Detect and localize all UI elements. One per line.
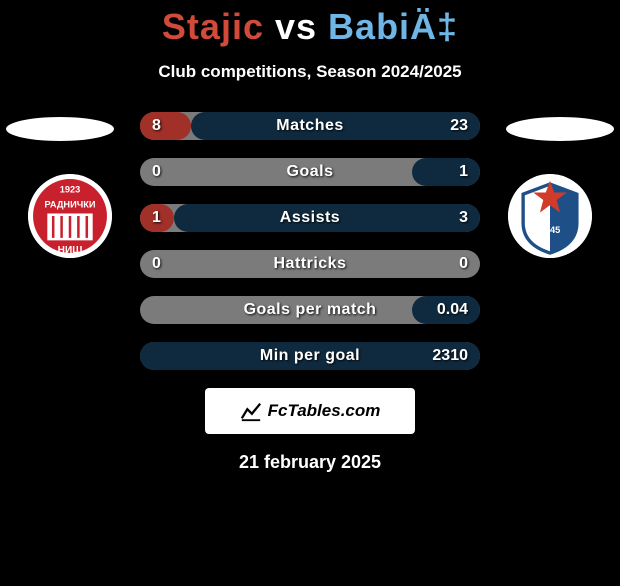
stat-value-right: 1 xyxy=(459,163,468,181)
stat-value-left: 0 xyxy=(152,255,161,273)
stat-bar-fill-right xyxy=(412,158,480,186)
comparison-area: 1923 РАДНИЧКИ НИШ 1945 8 Matches 23 0 Goals 1… xyxy=(0,112,620,370)
title-left: Stajic xyxy=(162,6,264,47)
attribution-badge: FcTables.com xyxy=(205,388,415,434)
club-badge-left-icon: 1923 РАДНИЧКИ НИШ xyxy=(28,174,112,258)
stat-bar-fill-left xyxy=(140,112,191,140)
stat-label: Goals per match xyxy=(244,301,377,319)
stat-row: 8 Matches 23 xyxy=(140,112,480,140)
stat-label: Hattricks xyxy=(274,255,347,273)
stat-label: Min per goal xyxy=(260,347,360,365)
stat-label: Matches xyxy=(276,117,344,135)
stat-value-right: 0 xyxy=(459,255,468,273)
player-ellipse-left xyxy=(6,117,114,141)
club-badge-right-icon: 1945 xyxy=(508,174,592,258)
stat-row: 1 Assists 3 xyxy=(140,204,480,232)
stat-row: Min per goal 2310 xyxy=(140,342,480,370)
club-badge-right: 1945 xyxy=(508,174,592,258)
svg-text:РАДНИЧКИ: РАДНИЧКИ xyxy=(44,200,95,210)
stat-bars: 8 Matches 23 0 Goals 1 1 Assists 3 0 Hattricks 0 Goa… xyxy=(140,112,480,370)
stat-value-left: 0 xyxy=(152,163,161,181)
stat-value-left: 8 xyxy=(152,117,161,135)
stat-value-right: 23 xyxy=(450,117,468,135)
stat-label: Goals xyxy=(287,163,334,181)
title-right: BabiÄ‡ xyxy=(328,6,458,47)
attribution-text: FcTables.com xyxy=(268,401,381,421)
stat-row: 0 Hattricks 0 xyxy=(140,250,480,278)
stat-label: Assists xyxy=(280,209,340,227)
title-vs: vs xyxy=(275,6,317,47)
stat-value-right: 3 xyxy=(459,209,468,227)
svg-text:1945: 1945 xyxy=(540,225,561,235)
stat-value-right: 2310 xyxy=(432,347,468,365)
svg-text:1923: 1923 xyxy=(60,184,81,194)
chart-icon xyxy=(240,400,262,422)
stat-value-right: 0.04 xyxy=(437,301,468,319)
stat-row: Goals per match 0.04 xyxy=(140,296,480,324)
player-ellipse-right xyxy=(506,117,614,141)
club-badge-left: 1923 РАДНИЧКИ НИШ xyxy=(28,174,112,258)
svg-text:НИШ: НИШ xyxy=(58,245,83,256)
page-title: Stajic vs BabiÄ‡ xyxy=(0,6,620,48)
stat-value-left: 1 xyxy=(152,209,161,227)
subtitle: Club competitions, Season 2024/2025 xyxy=(0,62,620,82)
stat-row: 0 Goals 1 xyxy=(140,158,480,186)
date-text: 21 february 2025 xyxy=(0,452,620,473)
